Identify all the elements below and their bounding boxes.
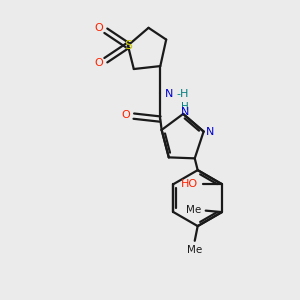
Text: S: S [124, 39, 132, 52]
Text: -H: -H [176, 89, 189, 99]
Text: O: O [94, 58, 103, 68]
Text: Me: Me [186, 205, 202, 215]
Text: N: N [180, 107, 189, 118]
Text: N: N [165, 89, 173, 99]
Text: O: O [94, 23, 103, 33]
Text: Me: Me [187, 244, 202, 255]
Text: N: N [206, 127, 214, 136]
Text: H: H [181, 102, 188, 112]
Text: O: O [121, 110, 130, 120]
Text: HO: HO [181, 179, 198, 189]
